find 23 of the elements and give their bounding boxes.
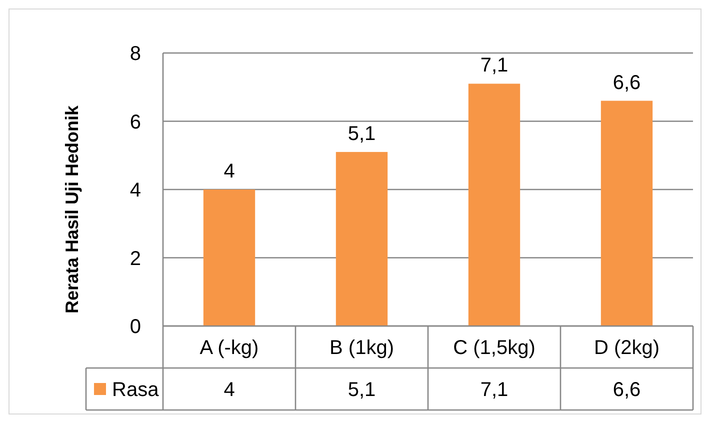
data-label: 6,6: [612, 379, 641, 401]
data-label: 5,1: [348, 379, 376, 401]
bar: [468, 84, 520, 326]
y-tick-label: 4: [130, 180, 141, 202]
x-tick-label: D (2kg): [594, 337, 660, 359]
y-axis-title: Rerata Hasil Uji Hedonik: [62, 104, 82, 314]
bar: [336, 152, 388, 326]
bar: [203, 190, 256, 326]
text: 4: [224, 160, 235, 182]
x-tick-label: A (-kg): [200, 337, 259, 359]
y-tick-label: 2: [130, 248, 141, 270]
x-tick-label: B (1kg): [330, 337, 394, 359]
text: 7,1: [480, 54, 508, 77]
y-tick-label: 0: [130, 316, 141, 338]
y-tick-label: 8: [130, 43, 141, 65]
x-tick-label: C (1,5kg): [453, 337, 536, 359]
text: 5,1: [348, 122, 376, 145]
data-label: 4: [224, 379, 235, 401]
text: 6,6: [612, 72, 641, 94]
bar: [600, 100, 653, 326]
data-label: 7,1: [480, 379, 508, 401]
y-tick-label: 6: [130, 111, 141, 134]
legend-label: Rasa: [112, 379, 160, 401]
